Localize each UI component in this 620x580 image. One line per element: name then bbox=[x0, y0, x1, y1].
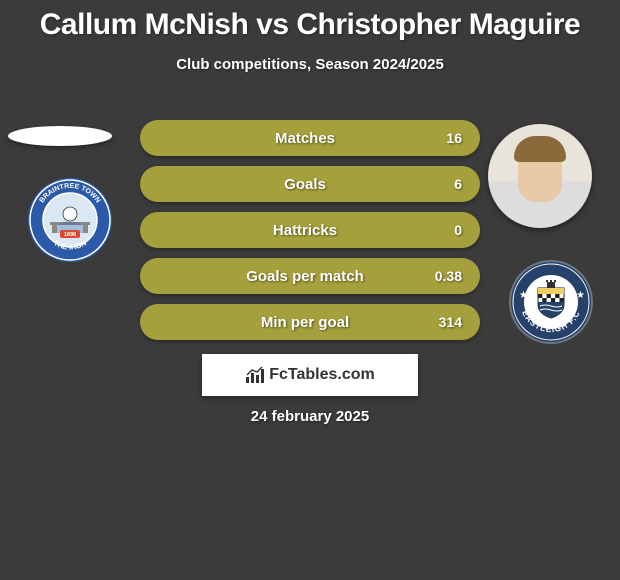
svg-text:1898: 1898 bbox=[64, 232, 76, 238]
subtitle: Club competitions, Season 2024/2025 bbox=[0, 56, 620, 73]
stat-label: Hattricks bbox=[188, 222, 422, 239]
stat-label: Min per goal bbox=[188, 314, 422, 331]
watermark: FcTables.com bbox=[202, 354, 418, 396]
player-right-photo bbox=[488, 124, 592, 228]
stat-row-min-per-goal: Min per goal 314 bbox=[140, 304, 480, 340]
stats-panel: Matches 16 Goals 6 Hattricks 0 Goals per… bbox=[140, 120, 480, 350]
svg-text:★: ★ bbox=[576, 290, 585, 301]
stat-row-matches: Matches 16 bbox=[140, 120, 480, 156]
stat-row-goals-per-match: Goals per match 0.38 bbox=[140, 258, 480, 294]
stat-value: 0.38 bbox=[422, 268, 462, 284]
page-title: Callum McNish vs Christopher Maguire bbox=[0, 0, 620, 42]
stat-label: Goals bbox=[188, 176, 422, 193]
player-face-icon bbox=[518, 144, 562, 202]
player-left-photo-placeholder bbox=[8, 126, 112, 146]
stat-row-goals: Goals 6 bbox=[140, 166, 480, 202]
club-crest-left: BRAINTREE TOWN THE IRON 1898 bbox=[20, 178, 120, 263]
stat-label: Goals per match bbox=[188, 268, 422, 285]
watermark-text: FcTables.com bbox=[269, 366, 375, 384]
stat-label: Matches bbox=[188, 130, 422, 147]
stat-value: 16 bbox=[422, 130, 462, 146]
stat-row-hattricks: Hattricks 0 bbox=[140, 212, 480, 248]
stat-value: 0 bbox=[422, 222, 462, 238]
chart-bars-icon bbox=[245, 366, 265, 384]
svg-text:★: ★ bbox=[519, 290, 528, 301]
date-text: 24 february 2025 bbox=[0, 408, 620, 425]
stat-value: 314 bbox=[422, 314, 462, 330]
club-crest-right: EASTLEIGH F.C ★ ★ bbox=[500, 260, 602, 345]
stat-value: 6 bbox=[422, 176, 462, 192]
